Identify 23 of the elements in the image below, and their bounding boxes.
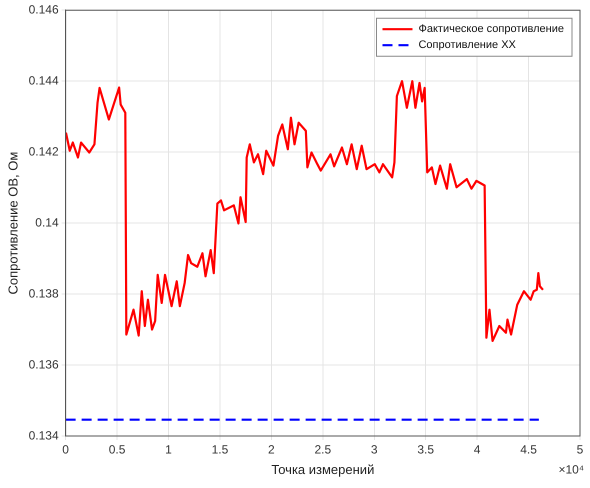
x-axis-title: Точка измерений <box>271 462 374 477</box>
x-tick-label: 1.5 <box>212 442 229 457</box>
y-axis-title: Сопротивление ОВ, Ом <box>5 152 20 295</box>
x-tick-label: 3.5 <box>417 442 434 457</box>
y-tick-label: 0.138 <box>28 286 59 300</box>
x-tick-label: 5 <box>576 442 584 457</box>
y-tick-label: 0.134 <box>28 428 59 442</box>
text: ×10⁴ <box>558 462 584 476</box>
x-tick-label: 3 <box>370 442 378 457</box>
x-tick-label: 1 <box>165 442 172 457</box>
legend-label: Фактическое сопротивление <box>418 23 564 36</box>
x-tick-label: 4.5 <box>520 442 538 457</box>
x-tick-label: 0.5 <box>108 442 126 457</box>
x-tick-label: 4 <box>474 442 481 457</box>
y-tick-label: 0.14 <box>35 215 59 230</box>
legend-label: Сопротивление XX <box>418 39 517 52</box>
x-tick-label: 0 <box>62 442 70 457</box>
y-tick-label: 0.142 <box>28 144 59 158</box>
x-tick-label: 2.5 <box>314 442 332 457</box>
x-tick-label: 2 <box>268 442 276 457</box>
y-tick-label: 0.146 <box>28 2 59 17</box>
y-tick-label: 0.144 <box>28 73 59 88</box>
y-tick-label: 0.136 <box>28 357 59 372</box>
